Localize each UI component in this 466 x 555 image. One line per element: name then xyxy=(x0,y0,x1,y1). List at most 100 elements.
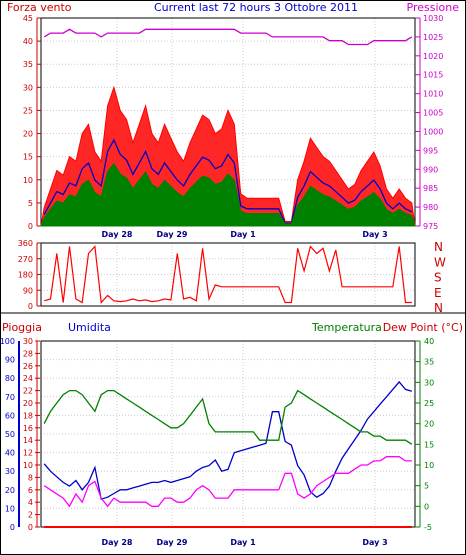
temperature-tick-label: 30 xyxy=(424,378,434,387)
humidity-axis-title: Umidita xyxy=(68,321,111,334)
humidity-tick-label: 50 xyxy=(5,430,15,439)
rain-tick-label: 30 xyxy=(23,337,33,346)
pressure-right-axis: 975 980 985 990 995 1000 1005 1010 1015 1020 1025 1… xyxy=(415,14,443,231)
wind-series xyxy=(40,28,416,227)
wind-tick-label: 25 xyxy=(23,106,33,115)
dewpoint-line xyxy=(43,456,412,508)
temperature-tick-label: 10 xyxy=(424,461,434,470)
direction-line xyxy=(44,245,412,304)
pressure-tick-label: 1030 xyxy=(423,14,443,23)
bottom-x-axis: Day 28 Day 29 Day 1 Day 3 xyxy=(102,538,388,547)
compass-label: S xyxy=(434,271,442,285)
humidity-tick-label: 100 xyxy=(0,337,15,346)
rain-tick-label: 0 xyxy=(28,523,33,532)
humidity-tick-label: 90 xyxy=(5,356,15,365)
rain-tick-label: 16 xyxy=(23,424,33,433)
rain-tick-label: 4 xyxy=(28,498,33,507)
wind-tick-label: 30 xyxy=(23,83,33,92)
humidity-tick-label: 70 xyxy=(5,393,15,402)
temperature-line xyxy=(43,389,413,445)
rain-tick-label: 10 xyxy=(23,461,33,470)
humidity-tick-label: 0 xyxy=(10,523,15,532)
compass-label: N xyxy=(434,240,443,254)
dewpoint-axis-title: Dew Point (°C) xyxy=(383,321,463,334)
compass-label: E xyxy=(434,286,442,300)
pressure-tick-label: 980 xyxy=(423,203,438,212)
temperature-tick-label: 35 xyxy=(424,358,434,367)
wind-axis-title: Forza vento xyxy=(7,1,72,14)
wind-average-line xyxy=(43,138,413,224)
rain-tick-label: 8 xyxy=(28,473,33,482)
wind-tick-label: 5 xyxy=(28,199,33,208)
temperature-tick-label: 0 xyxy=(424,502,429,511)
pressure-tick-label: 995 xyxy=(423,146,438,155)
pressure-tick-label: 1000 xyxy=(423,127,443,136)
temperature-tick-label: 20 xyxy=(424,420,434,429)
wind-day-label: Day 29 xyxy=(157,230,188,239)
rain-tick-label: 20 xyxy=(23,399,33,408)
humidity-axis: 0 10 20 30 40 50 60 70 80 90 100 xyxy=(0,337,20,532)
temperature-tick-label: 15 xyxy=(424,440,434,449)
wind-day-label: Day 3 xyxy=(362,230,387,239)
temperature-tick-label: 5 xyxy=(424,482,429,491)
wind-left-axis: 0 5 10 15 20 25 30 35 40 45 xyxy=(23,14,41,231)
rain-tick-label: 14 xyxy=(23,436,33,445)
wind-tick-label: 0 xyxy=(28,222,33,231)
rain-tick-label: 24 xyxy=(23,374,33,383)
temperature-axis-title: Temperatura xyxy=(311,321,382,334)
pressure-axis-title: Pressione xyxy=(407,1,460,14)
direction-tick-label: 270 xyxy=(18,255,33,264)
direction-tick-label: 360 xyxy=(18,239,33,248)
pressure-line xyxy=(43,28,413,46)
pressure-tick-label: 1025 xyxy=(423,33,443,42)
humidity-tick-label: 80 xyxy=(5,374,15,383)
wind-day-label: Day 1 xyxy=(230,230,256,239)
wind-x-axis: Day 28 Day 29 Day 1 Day 3 xyxy=(102,230,388,239)
rain-tick-label: 26 xyxy=(23,362,33,371)
wind-low-area xyxy=(40,162,416,227)
rain-tick-label: 22 xyxy=(23,387,33,396)
pressure-tick-label: 1010 xyxy=(423,90,443,99)
bottom-series xyxy=(43,380,413,528)
humidity-tick-label: 30 xyxy=(5,467,15,476)
humidity-tick-label: 40 xyxy=(5,449,15,458)
direction-tick-label: 90 xyxy=(23,286,33,295)
bottom-day-label: Day 29 xyxy=(157,538,188,547)
pressure-tick-label: 1020 xyxy=(423,52,443,61)
pressure-tick-label: 990 xyxy=(423,165,438,174)
pressure-tick-label: 1015 xyxy=(423,71,443,80)
humidity-tick-label: 10 xyxy=(5,504,15,513)
pressure-tick-label: 1005 xyxy=(423,109,443,118)
rain-axis-title: Pioggia xyxy=(2,321,42,334)
wind-tick-label: 15 xyxy=(23,153,33,162)
wind-tick-label: 40 xyxy=(23,37,33,46)
compass-label: W xyxy=(434,255,446,269)
humidity-line xyxy=(43,380,412,500)
temperature-tick-label: 40 xyxy=(424,337,434,346)
direction-tick-label: 0 xyxy=(28,302,33,311)
wind-tick-label: 45 xyxy=(23,14,33,23)
wind-tick-label: 20 xyxy=(23,130,33,139)
wind-tick-label: 35 xyxy=(23,60,33,69)
wind-day-label: Day 28 xyxy=(102,230,133,239)
rain-tick-label: 28 xyxy=(23,349,33,358)
humidity-tick-label: 60 xyxy=(5,411,15,420)
pressure-tick-label: 985 xyxy=(423,184,438,193)
compass-label: N xyxy=(434,301,443,315)
direction-tick-label: 180 xyxy=(18,271,33,280)
chart-title: Current last 72 hours 3 Ottobre 2011 xyxy=(154,1,358,14)
direction-series xyxy=(44,245,412,304)
rain-tick-label: 2 xyxy=(28,511,33,520)
wind-tick-label: 10 xyxy=(23,176,33,185)
pressure-tick-label: 975 xyxy=(423,222,438,231)
temperature-axis: -5 0 5 10 15 20 25 30 35 40 xyxy=(415,337,434,532)
rain-tick-label: 12 xyxy=(23,449,33,458)
bottom-day-label: Day 28 xyxy=(102,538,133,547)
rain-tick-label: 18 xyxy=(23,411,33,420)
temperature-tick-label: 25 xyxy=(424,399,434,408)
bottom-day-label: Day 3 xyxy=(362,538,387,547)
